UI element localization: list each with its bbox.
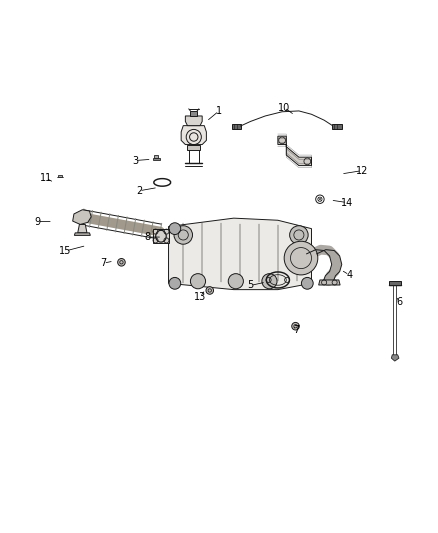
Circle shape	[118, 259, 125, 266]
Polygon shape	[74, 233, 90, 236]
Polygon shape	[57, 175, 62, 177]
Text: 7: 7	[293, 326, 299, 335]
Polygon shape	[152, 229, 170, 244]
Circle shape	[191, 273, 205, 289]
Polygon shape	[181, 126, 206, 144]
Polygon shape	[278, 136, 311, 166]
Polygon shape	[169, 218, 311, 289]
Text: 10: 10	[278, 102, 290, 112]
Text: 12: 12	[356, 166, 368, 176]
Text: 5: 5	[247, 280, 254, 290]
Polygon shape	[78, 224, 87, 233]
Polygon shape	[332, 124, 342, 128]
Text: 15: 15	[59, 246, 72, 256]
Polygon shape	[191, 111, 197, 116]
Circle shape	[206, 287, 214, 294]
Polygon shape	[319, 280, 340, 285]
Circle shape	[301, 278, 313, 289]
Circle shape	[174, 225, 193, 244]
Circle shape	[169, 223, 181, 235]
Text: 7: 7	[100, 258, 106, 268]
Text: 1: 1	[216, 106, 222, 116]
Circle shape	[290, 225, 308, 244]
Circle shape	[284, 241, 318, 275]
Polygon shape	[187, 144, 200, 150]
Text: 14: 14	[341, 198, 353, 207]
Polygon shape	[154, 156, 159, 158]
Text: 9: 9	[34, 216, 40, 227]
Text: 8: 8	[145, 232, 151, 242]
Polygon shape	[73, 209, 91, 224]
Text: 2: 2	[136, 186, 142, 196]
Polygon shape	[232, 124, 241, 128]
Circle shape	[169, 278, 181, 289]
Polygon shape	[185, 116, 202, 126]
Circle shape	[228, 273, 244, 289]
Circle shape	[292, 322, 299, 330]
Text: 4: 4	[346, 270, 353, 280]
Text: 6: 6	[397, 297, 403, 307]
Text: 3: 3	[132, 156, 138, 166]
Polygon shape	[152, 158, 160, 160]
Text: 11: 11	[39, 173, 52, 183]
Polygon shape	[389, 281, 401, 286]
Text: 13: 13	[194, 292, 206, 302]
Polygon shape	[392, 355, 399, 361]
Circle shape	[262, 273, 277, 289]
